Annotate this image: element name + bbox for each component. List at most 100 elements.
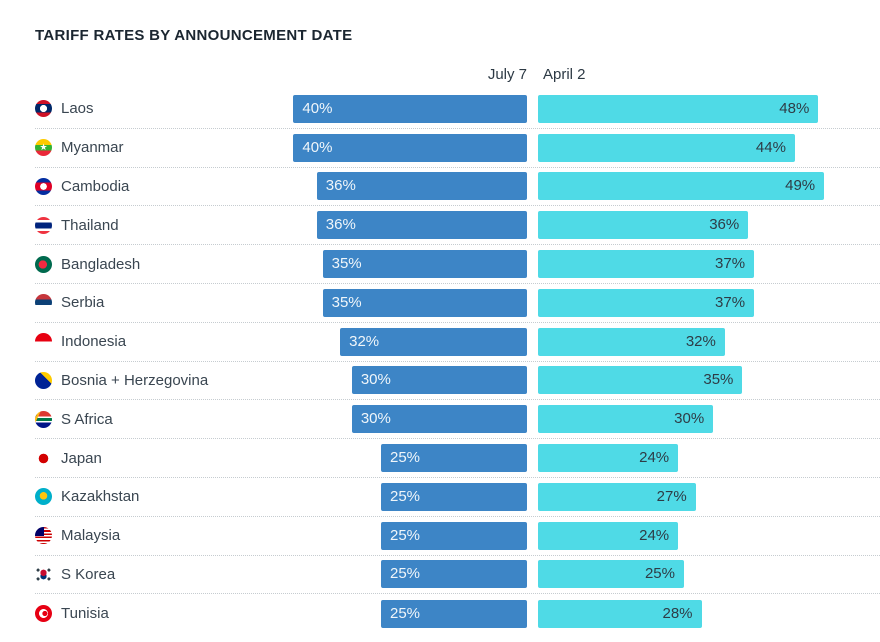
april2-bar-zone: 25% [538,560,880,589]
april2-value: 44% [755,138,786,156]
table-row: S Korea 25% 25% [35,556,880,595]
april2-bar: 48% [538,94,819,123]
july7-bar: 40% [293,133,527,162]
july7-value: 32% [349,332,380,350]
country-name: Serbia [61,294,105,312]
table-row: ★ Myanmar 40% 44% [35,129,880,168]
country-name: S Africa [61,410,113,428]
july7-bar-zone: 25% [280,521,527,550]
july7-bar-zone: 40% [280,133,527,162]
july7-bar: 30% [351,405,527,434]
table-row: Kazakhstan 25% 27% [35,478,880,517]
april2-bar-zone: 32% [538,327,880,356]
july7-bar-zone: 25% [280,560,527,589]
april2-bar-zone: 28% [538,599,880,628]
indonesia-flag-icon [35,333,52,351]
country-label-cell: Kazakhstan [35,488,280,506]
country-label-cell: Indonesia [35,333,280,351]
april2-bar: 25% [538,560,684,589]
july7-bar-zone: 30% [280,366,527,395]
april2-bar-zone: 27% [538,482,880,511]
thailand-flag-icon [35,216,52,234]
july7-value: 40% [302,138,333,156]
april2-bar-zone: 37% [538,288,880,317]
july7-value: 36% [325,216,356,234]
april2-bar: 49% [538,172,825,201]
july7-value: 25% [390,449,421,467]
july7-bar: 40% [293,94,527,123]
table-row: Bangladesh 35% 37% [35,245,880,284]
country-label-cell: Malaysia [35,527,280,545]
country-name: Malaysia [61,527,121,545]
july7-bar-zone: 36% [280,211,527,240]
south-africa-flag-icon [35,410,52,428]
april2-value: 27% [656,487,687,505]
july7-value: 36% [325,177,356,195]
april2-value: 48% [779,99,810,117]
july7-bar-zone: 36% [280,172,527,201]
april2-value: 24% [639,449,670,467]
july7-bar: 25% [381,599,527,628]
table-row: Thailand 36% 36% [35,206,880,246]
july7-bar: 35% [322,288,527,317]
july7-bar: 32% [340,327,527,356]
flag-star-glyph: ★ [39,142,48,153]
april2-value: 37% [715,255,746,273]
tunisia-flag-icon [35,605,52,623]
column-header-july-7: July 7 [487,66,527,83]
july7-value: 40% [302,99,333,117]
april2-value: 24% [639,526,670,544]
july7-bar-zone: 35% [280,288,527,317]
myanmar-flag-icon: ★ [35,139,52,157]
country-label-cell: Cambodia [35,177,280,195]
july7-bar: 36% [316,211,527,240]
july7-bar: 25% [381,560,527,589]
country-name: Thailand [61,216,119,234]
country-label-cell: Laos [35,100,280,118]
july7-value: 25% [390,604,421,622]
country-label-cell: Thailand [35,216,280,234]
table-row: Japan 25% 24% [35,439,880,478]
south-korea-flag-icon [35,565,52,583]
april2-bar: 44% [538,133,795,162]
country-name: Tunisia [61,605,109,623]
april2-bar: 32% [538,327,725,356]
column-header-april-2: April 2 [543,66,586,83]
april2-bar: 24% [538,521,679,550]
serbia-flag-icon [35,294,52,312]
table-row: Indonesia 32% 32% [35,323,880,362]
april2-value: 30% [674,410,705,428]
country-name: Bangladesh [61,255,141,273]
april2-value: 28% [662,604,693,622]
april2-value: 35% [703,371,734,389]
laos-flag-icon [35,100,52,118]
july7-value: 35% [331,293,362,311]
july7-bar-zone: 30% [280,405,527,434]
april2-bar-zone: 36% [538,211,880,240]
april2-value: 37% [715,293,746,311]
april2-bar: 35% [538,366,743,395]
country-name: Laos [61,100,94,118]
country-label-cell: S Africa [35,410,280,428]
country-label-cell: ★ Myanmar [35,139,280,157]
july7-bar: 36% [316,172,527,201]
japan-flag-icon [35,449,52,467]
july7-value: 25% [390,487,421,505]
table-row: Tunisia 25% 28% [35,594,880,633]
july7-value: 25% [390,526,421,544]
july7-value: 30% [360,410,391,428]
april2-bar-zone: 44% [538,133,880,162]
april2-bar: 27% [538,482,696,511]
april2-value: 49% [785,177,816,195]
country-name: Kazakhstan [61,488,140,506]
country-label-cell: Serbia [35,294,280,312]
july7-bar-zone: 35% [280,250,527,279]
april2-value: 36% [709,216,740,234]
april2-bar: 28% [538,599,702,628]
july7-bar: 25% [381,482,527,511]
chart-title: TARIFF RATES BY ANNOUNCEMENT DATE [35,27,353,44]
april2-bar-zone: 30% [538,405,880,434]
april2-value: 32% [685,332,716,350]
country-name: Myanmar [61,139,124,157]
country-label-cell: Bosnia + Herzegovina [35,371,280,389]
